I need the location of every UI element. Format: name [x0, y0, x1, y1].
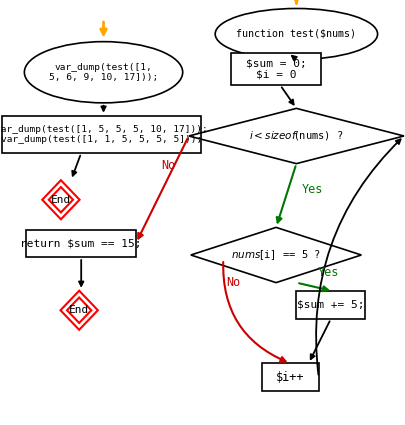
- Text: $nums[$i] == 5 ?: $nums[$i] == 5 ?: [230, 248, 320, 262]
- FancyBboxPatch shape: [261, 363, 318, 391]
- Text: No: No: [161, 159, 175, 172]
- FancyBboxPatch shape: [26, 230, 136, 257]
- Text: var_dump(test([1, 5, 5, 5, 10, 17]));
var_dump(test([1, 1, 5, 5, 5, 5]));: var_dump(test([1, 5, 5, 5, 10, 17])); va…: [0, 125, 207, 144]
- Text: $sum = 0;
$i = 0: $sum = 0; $i = 0: [245, 58, 306, 80]
- Text: $sum += 5;: $sum += 5;: [296, 300, 364, 310]
- FancyBboxPatch shape: [2, 116, 200, 153]
- FancyBboxPatch shape: [296, 291, 364, 319]
- Text: $i++: $i++: [275, 371, 304, 384]
- Text: No: No: [226, 276, 240, 289]
- Text: End: End: [69, 305, 89, 315]
- Text: return $sum == 15;: return $sum == 15;: [20, 238, 142, 248]
- Text: Yes: Yes: [301, 183, 322, 196]
- Text: var_dump(test([1,
5, 6, 9, 10, 17]));: var_dump(test([1, 5, 6, 9, 10, 17]));: [49, 62, 158, 82]
- Text: $i < sizeof($nums) ?: $i < sizeof($nums) ?: [249, 130, 343, 142]
- Text: function test($nums): function test($nums): [236, 29, 356, 39]
- FancyBboxPatch shape: [231, 53, 320, 85]
- Text: Yes: Yes: [318, 266, 339, 278]
- Text: End: End: [51, 195, 71, 205]
